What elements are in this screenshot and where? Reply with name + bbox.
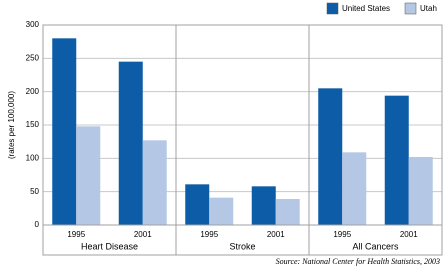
x-tick-label: 2001 <box>134 230 152 239</box>
legend-label: Utah <box>420 4 437 13</box>
y-tick-label: 0 <box>35 220 40 229</box>
bar <box>342 152 367 225</box>
y-tick-label: 50 <box>30 187 39 196</box>
axis-frame <box>42 224 443 256</box>
bar <box>384 95 409 226</box>
legend-swatch <box>404 2 417 15</box>
y-tick-label: 300 <box>26 20 40 29</box>
x-tick-label: 1995 <box>333 230 351 239</box>
bar <box>185 184 210 225</box>
bar <box>209 197 234 225</box>
bar <box>76 126 101 225</box>
y-tick-label: 250 <box>26 53 40 62</box>
x-tick-label: 1995 <box>200 230 218 239</box>
bar <box>408 157 433 225</box>
x-tick-label: 2001 <box>267 230 285 239</box>
y-tick-label: 150 <box>26 120 40 129</box>
group-label: Heart Disease <box>81 241 138 251</box>
bar <box>118 61 143 225</box>
bar <box>275 199 300 225</box>
x-tick-label: 2001 <box>400 230 418 239</box>
bar <box>251 186 276 225</box>
group-label: All Cancers <box>352 241 399 251</box>
x-tick-label: 1995 <box>67 230 85 239</box>
legend-swatch <box>326 2 339 15</box>
y-tick-label: 100 <box>26 153 40 162</box>
bar <box>52 38 77 226</box>
y-axis-label: (rates per 100,000) <box>7 91 16 159</box>
source-note: Source: National Center for Health Stati… <box>276 257 440 266</box>
y-tick-label: 200 <box>26 87 40 96</box>
bar <box>142 140 167 225</box>
group-label: Stroke <box>229 241 255 251</box>
legend-label: United States <box>342 4 390 13</box>
bar <box>318 88 343 225</box>
